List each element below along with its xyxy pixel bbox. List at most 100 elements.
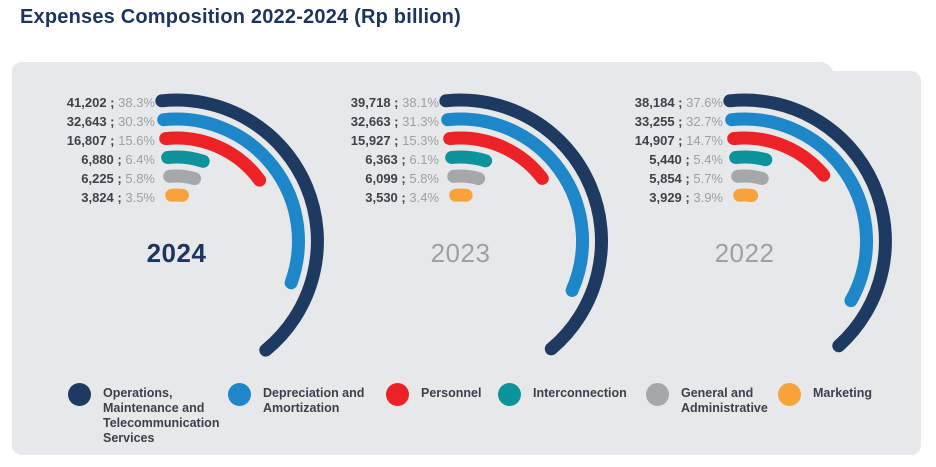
year-chart-2022: 38,184 ; 37.6% 33,255 ; 32.7% 14,907 ; 14.… [588,82,898,394]
value-text: 3,824 [81,190,114,205]
separator: ; [113,152,126,167]
legend-color-dot [68,383,91,406]
legend-color-dot [646,383,669,406]
arc-operations-2022 [723,93,892,353]
arc-personnel-2023 [443,131,549,185]
separator: ; [106,133,119,148]
value-text: 6,880 [81,152,114,167]
arc-marketing-2022 [733,188,759,203]
year-label: 2023 [430,238,491,268]
value-label-row: 41,202 ; 38.3% [20,94,155,112]
chart-panel: 41,202 ; 38.3% 32,643 ; 30.3% 16,807 ; 15.… [12,62,921,455]
value-text: 3,530 [365,190,398,205]
separator: ; [106,114,119,129]
legend-item-interconnection: Interconnection [498,383,627,406]
year-label: 2024 [146,238,207,268]
value-label-row: 6,363 ; 6.1% [304,151,439,169]
separator: ; [674,95,687,110]
value-text: 32,663 [350,114,391,129]
year-label: 2022 [714,238,775,268]
legend-label: Depreciation and Amortization [263,386,365,415]
separator: ; [113,171,126,186]
value-label-row: 32,663 ; 31.3% [304,113,439,131]
radial-arc-chart [439,93,608,356]
legend-item-depreciation: Depreciation and Amortization [228,383,375,416]
percent-text: 3.4% [409,190,439,205]
legend-item-operations: Operations, Maintenance and Telecommunic… [68,383,228,446]
arc-operations-2024 [155,93,324,357]
percent-text: 32.7% [686,114,723,129]
charts-area: 41,202 ; 38.3% 32,643 ; 30.3% 16,807 ; 15.… [20,82,913,394]
legend-label: Personnel [421,386,482,400]
percent-text: 5.8% [125,171,155,186]
arc-depreciation-2023 [441,112,589,297]
legend-color-dot [228,383,251,406]
legend: Operations, Maintenance and Telecommunic… [12,383,921,453]
legend-color-dot [386,383,409,406]
percent-text: 37.6% [686,95,723,110]
value-label-row: 33,255 ; 32.7% [588,113,723,131]
separator: ; [106,95,119,110]
value-text: 6,363 [365,152,398,167]
value-label-row: 3,824 ; 3.5% [20,189,155,207]
percent-text: 5.8% [409,171,439,186]
legend-label: Interconnection [533,386,627,400]
arc-operations-2023 [439,93,608,356]
arc-depreciation-2022 [725,112,874,308]
separator: ; [397,152,410,167]
panel-folder-tab [12,62,834,88]
legend-item-personnel: Personnel [386,383,481,406]
separator: ; [390,133,403,148]
percent-text: 15.3% [402,133,439,148]
arc-personnel-2022 [727,131,831,182]
value-text: 39,718 [350,95,391,110]
percent-text: 6.1% [409,152,439,167]
separator: ; [390,114,403,129]
radial-arc-chart [723,93,892,353]
percent-text: 38.1% [402,95,439,110]
percent-text: 3.9% [693,190,723,205]
separator: ; [681,152,694,167]
value-text: 3,929 [649,190,682,205]
percent-text: 31.3% [402,114,439,129]
legend-label: Operations, Maintenance and Telecommunic… [103,386,220,445]
value-text: 16,807 [66,133,107,148]
value-label-row: 6,099 ; 5.8% [304,170,439,188]
percent-text: 5.4% [693,152,723,167]
value-text: 14,907 [634,133,675,148]
legend-label: General and Administrative [681,386,768,415]
separator: ; [397,190,410,205]
value-text: 15,927 [350,133,391,148]
percent-text: 5.7% [693,171,723,186]
percent-text: 15.6% [118,133,155,148]
separator: ; [681,171,694,186]
percent-text: 3.5% [125,190,155,205]
arc-interconnection-2023 [445,150,493,168]
value-label-row: 32,643 ; 30.3% [20,113,155,131]
value-label-row: 3,929 ; 3.9% [588,189,723,207]
value-label-row: 5,854 ; 5.7% [588,170,723,188]
arc-general-2024 [163,169,202,186]
arc-interconnection-2024 [161,150,210,168]
separator: ; [113,190,126,205]
value-text: 5,440 [649,152,682,167]
arc-general-2023 [447,169,486,186]
arc-interconnection-2022 [729,150,773,167]
value-text: 38,184 [634,95,675,110]
percent-text: 30.3% [118,114,155,129]
value-text: 6,099 [365,171,398,186]
value-label-row: 39,718 ; 38.1% [304,94,439,112]
separator: ; [674,133,687,148]
legend-color-dot [778,383,801,406]
value-label-row: 5,440 ; 5.4% [588,151,723,169]
radial-arc-chart [155,93,324,357]
value-label-row: 6,225 ; 5.8% [20,170,155,188]
percent-text: 38.3% [118,95,155,110]
arc-general-2022 [731,169,769,185]
value-text: 33,255 [634,114,675,129]
separator: ; [390,95,403,110]
legend-item-marketing: Marketing [778,383,872,406]
separator: ; [397,171,410,186]
arc-personnel-2024 [159,131,267,187]
value-label-row: 15,927 ; 15.3% [304,132,439,150]
